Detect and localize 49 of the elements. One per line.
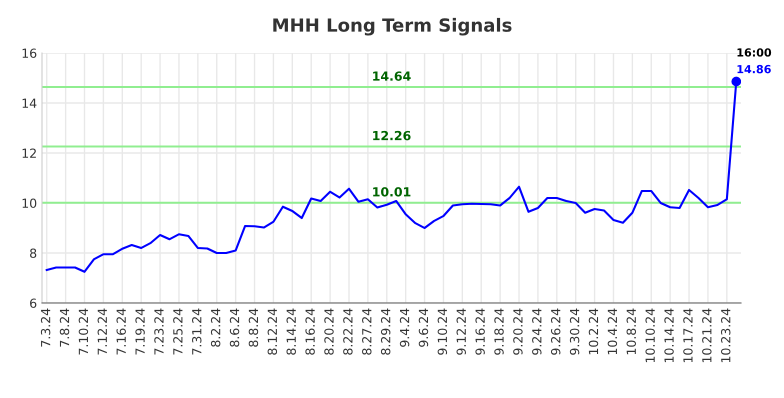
x-tick-label: 9.12.24	[456, 308, 466, 355]
data-label: 14.86	[738, 64, 771, 74]
y-tick-label: 16	[22, 48, 36, 58]
x-tick-label: 9.18.24	[494, 308, 504, 355]
y-tick-label: 6	[30, 298, 36, 308]
x-tick-label: 8.27.24	[362, 308, 372, 355]
x-tick-label: 10.23.24	[721, 308, 730, 362]
y-tick-label: 10	[22, 198, 36, 208]
x-tick-label: 7.10.24	[78, 308, 88, 355]
x-tick-label: 10.10.24	[645, 308, 655, 362]
x-tick-label: 9.4.24	[400, 308, 410, 347]
x-tick-label: 7.23.24	[154, 308, 164, 355]
x-tick-label: 7.19.24	[135, 308, 145, 355]
x-tick-label: 7.31.24	[192, 308, 202, 355]
ref-line-label: 14.64	[373, 71, 411, 81]
x-tick-label: 7.12.24	[98, 308, 107, 355]
x-tick-label: 7.8.24	[60, 308, 70, 347]
x-tick-label: 10.21.24	[702, 308, 712, 362]
ref-line-label: 12.26	[373, 130, 411, 140]
x-tick-label: 8.29.24	[380, 308, 390, 355]
y-tick-label: 14	[22, 98, 36, 108]
x-tick-label: 7.25.24	[173, 308, 183, 355]
annotation: 16:00	[738, 48, 772, 57]
x-tick-label: 9.10.24	[438, 308, 448, 355]
x-tick-label: 8.12.24	[268, 308, 278, 355]
ref-line-label: 10.01	[373, 187, 410, 197]
x-tick-label: 9.16.24	[475, 308, 485, 355]
x-tick-label: 10.17.24	[683, 308, 693, 362]
x-tick-label: 10.14.24	[664, 308, 674, 362]
x-tick-label: 10.4.24	[608, 308, 618, 354]
x-tick-label: 7.16.24	[116, 308, 126, 355]
x-tick-label: 9.6.24	[418, 308, 428, 347]
x-tick-label: 10.8.24	[626, 308, 636, 354]
x-tick-label: 9.26.24	[550, 308, 560, 355]
x-tick-label: 9.24.24	[532, 308, 542, 355]
x-tick-label: 9.30.24	[570, 308, 580, 355]
x-tick-label: 9.20.24	[513, 308, 523, 355]
x-tick-label: 7.3.24	[40, 308, 50, 347]
chart-title: MHH Long Term Signals	[273, 18, 512, 36]
x-tick-label: 8.16.24	[305, 308, 315, 355]
y-tick-label: 8	[30, 248, 36, 258]
x-tick-label: 8.6.24	[230, 308, 240, 347]
x-tick-label: 8.14.24	[286, 308, 296, 355]
x-tick-label: 8.8.24	[248, 308, 258, 347]
x-tick-label: 8.22.24	[343, 308, 353, 355]
x-tick-label: 8.2.24	[210, 308, 220, 347]
x-tick-label: 8.20.24	[324, 308, 334, 355]
y-tick-label: 12	[22, 148, 36, 158]
x-tick-label: 10.2.24	[588, 308, 598, 354]
